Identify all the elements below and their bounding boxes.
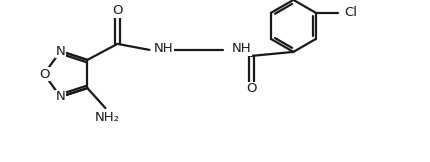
Text: N: N xyxy=(56,45,65,58)
Text: Cl: Cl xyxy=(344,6,357,19)
Text: O: O xyxy=(112,4,123,17)
Text: NH: NH xyxy=(154,42,173,55)
Text: NH₂: NH₂ xyxy=(95,111,120,124)
Text: O: O xyxy=(246,82,257,95)
Text: N: N xyxy=(56,90,65,103)
Text: O: O xyxy=(39,68,49,81)
Text: NH: NH xyxy=(231,42,251,55)
